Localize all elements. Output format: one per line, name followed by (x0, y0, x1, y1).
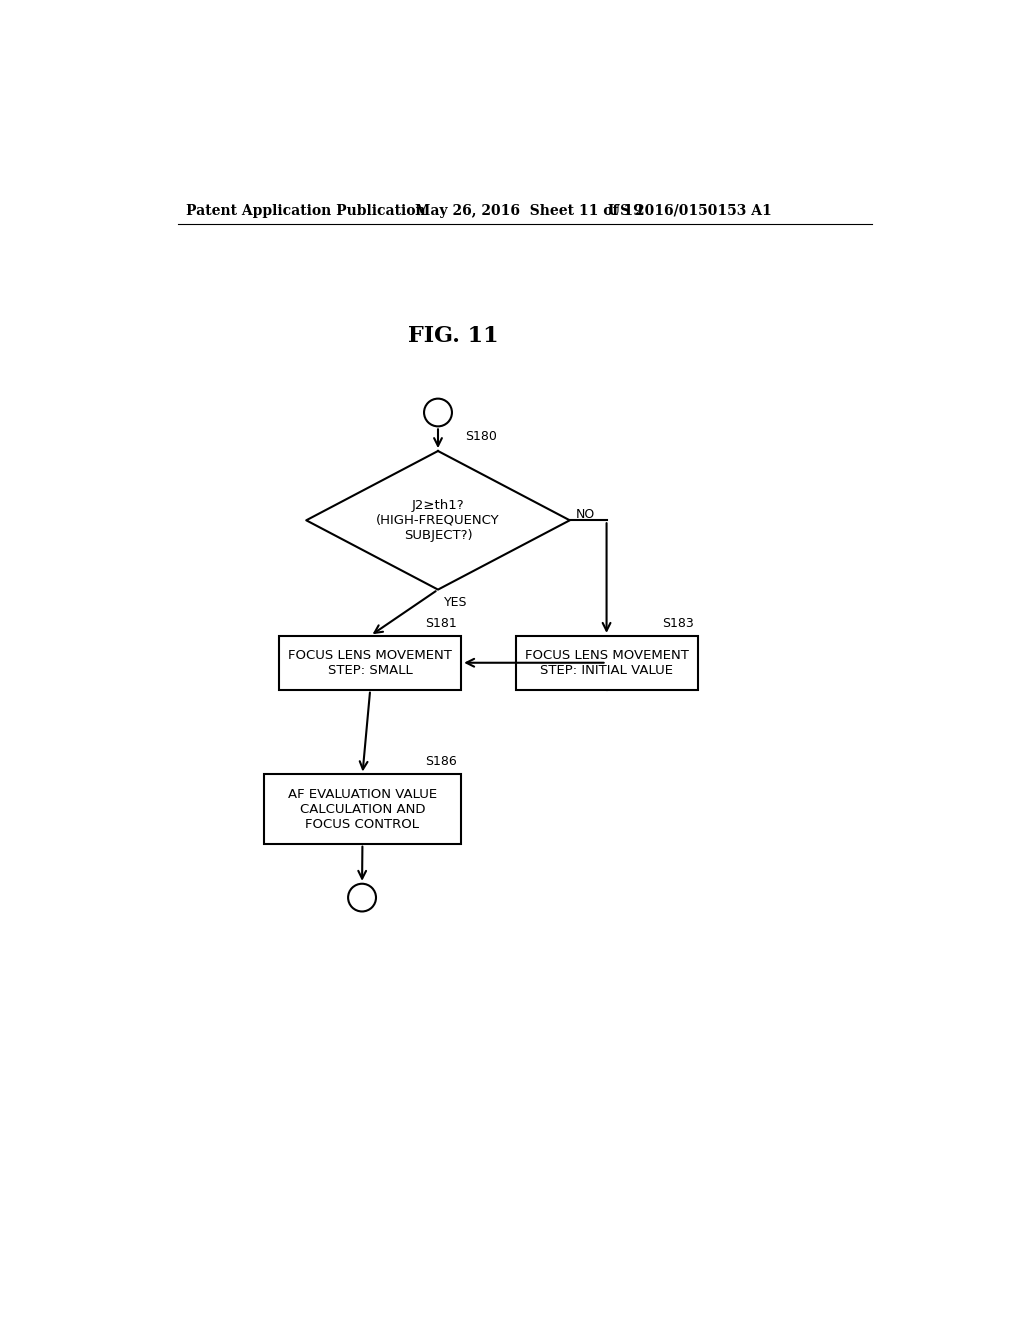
Text: NO: NO (575, 508, 595, 520)
Text: YES: YES (444, 595, 468, 609)
Bar (263, 775, 461, 843)
Text: S183: S183 (662, 616, 693, 630)
Text: US 2016/0150153 A1: US 2016/0150153 A1 (608, 203, 772, 218)
Text: Patent Application Publication: Patent Application Publication (186, 203, 426, 218)
Text: S180: S180 (465, 430, 497, 444)
Text: FIG. 11: FIG. 11 (409, 325, 499, 346)
Text: FOCUS LENS MOVEMENT
STEP: INITIAL VALUE: FOCUS LENS MOVEMENT STEP: INITIAL VALUE (524, 648, 688, 677)
Text: May 26, 2016  Sheet 11 of 19: May 26, 2016 Sheet 11 of 19 (415, 203, 642, 218)
Text: S181: S181 (426, 616, 458, 630)
Text: AF EVALUATION VALUE
CALCULATION AND
FOCUS CONTROL: AF EVALUATION VALUE CALCULATION AND FOCU… (288, 788, 437, 830)
Text: S186: S186 (426, 755, 458, 768)
Text: J2≥th1?
(HIGH-FREQUENCY
SUBJECT?): J2≥th1? (HIGH-FREQUENCY SUBJECT?) (376, 499, 500, 541)
Bar (515, 636, 697, 689)
Bar (280, 636, 461, 689)
Text: FOCUS LENS MOVEMENT
STEP: SMALL: FOCUS LENS MOVEMENT STEP: SMALL (288, 648, 453, 677)
